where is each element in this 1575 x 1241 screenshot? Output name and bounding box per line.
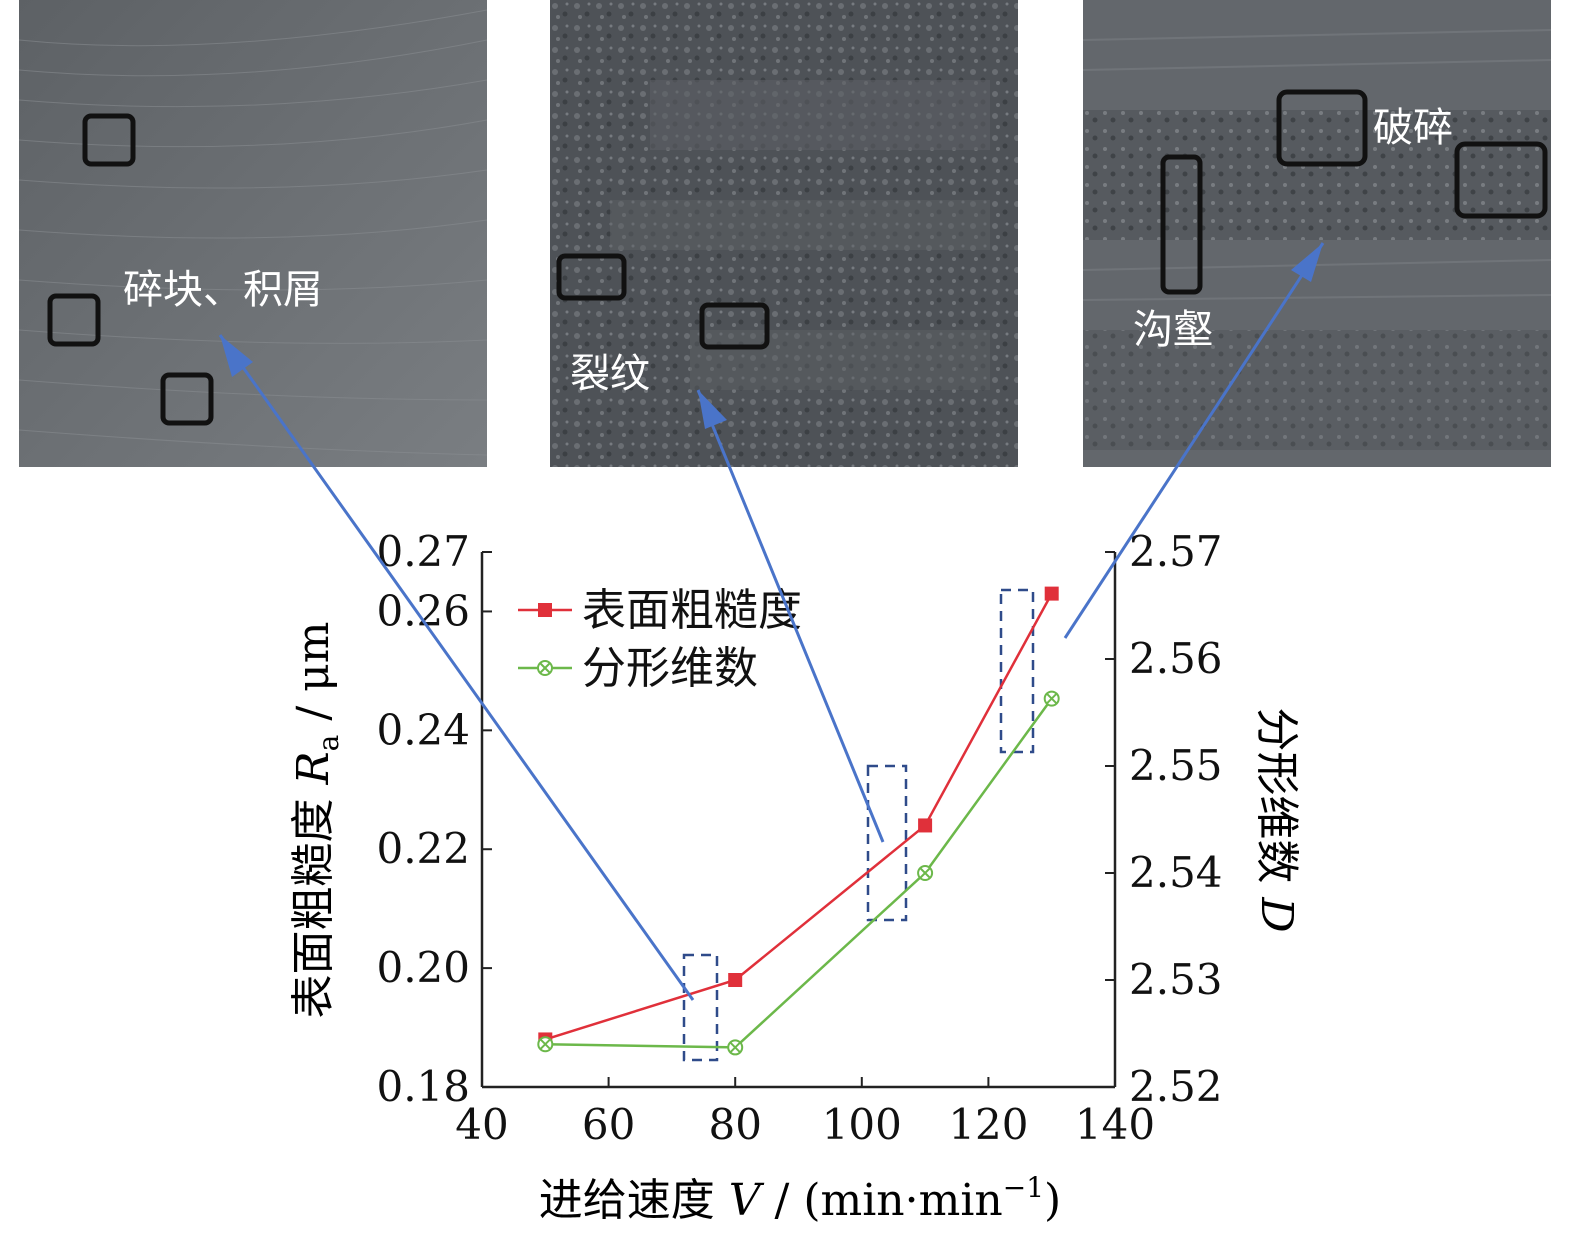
y-left-tick-label: 0.24 (376, 705, 470, 754)
micrograph-high-speed: 破碎 沟壑 (1083, 0, 1551, 467)
micrograph-low-speed-image: 碎块、积屑 (19, 0, 487, 467)
debris-box-3 (160, 372, 214, 426)
x-axis-label: 进给速度 V / (min·min−1) (539, 1171, 1061, 1226)
legend-label-2: 分形维数 (582, 643, 758, 694)
annotation-fracture: 破碎 (1373, 105, 1453, 151)
series-line-2 (545, 697, 1053, 1049)
micrograph-high-speed-image: 破碎 沟壑 (1083, 0, 1551, 467)
series-2-point-2 (727, 1039, 744, 1056)
legend-marker-1 (538, 603, 552, 617)
series-1-point-2 (728, 973, 743, 987)
micrograph-mid-speed: 裂纹 (550, 0, 1018, 467)
y-left-tick-label: 0.18 (376, 1062, 470, 1111)
y-axis-left-label: 表面粗糙度 Ra / μm (288, 622, 345, 1019)
fracture-box-2 (1454, 141, 1548, 219)
series-2-point-4-x2 (1045, 692, 1058, 705)
series-1-point-3 (918, 818, 933, 833)
series-line-1 (544, 593, 1053, 1041)
series-2-point-1-x2 (539, 1038, 552, 1050)
fracture-box-1 (1276, 89, 1368, 167)
y-right-tick-label: 2.53 (1129, 955, 1223, 1004)
highlight-box-3 (999, 588, 1035, 754)
y-left-tick-label: 0.26 (376, 586, 470, 635)
series-2-point-1 (537, 1036, 554, 1053)
series-2-point-3-x2 (919, 867, 931, 879)
x-tick-label: 100 (822, 1100, 902, 1149)
legend-label-1: 表面粗糙度 (582, 585, 802, 636)
series-2-point-3 (917, 865, 934, 881)
y-right-tick-label: 2.56 (1129, 634, 1223, 683)
debris-box-1 (82, 113, 136, 167)
highlight-box-2 (866, 764, 908, 922)
micrograph-mid-speed-image: 裂纹 (550, 0, 1018, 467)
highlight-boxes (682, 588, 1035, 1062)
series-2-point-4 (1043, 690, 1060, 707)
debris-box-2 (47, 293, 101, 347)
x-tick-label: 140 (1075, 1100, 1155, 1149)
annotation-debris: 碎块、积屑 (123, 267, 323, 313)
roughness-fractal-chart: 40 60 80 100 120 140 0.18 0.20 0.22 0.24 0.26 0.27 2… (288, 527, 1302, 1226)
series-1-point-4 (1044, 586, 1059, 601)
y-right-tick-label: 2.52 (1129, 1062, 1223, 1111)
crack-box-1 (556, 253, 627, 301)
annotation-crack: 裂纹 (570, 351, 650, 397)
micrograph-low-speed: 碎块、积屑 (19, 0, 487, 467)
y-right-tick-label: 2.55 (1129, 741, 1223, 790)
legend-marker-2 (537, 660, 553, 676)
highlight-box-1 (682, 953, 719, 1062)
y-axis-right-label: 分形维数 D (1251, 707, 1302, 932)
y-right-tick-label: 2.57 (1129, 527, 1223, 576)
x-tick-label: 60 (582, 1100, 635, 1149)
x-tick-label: 40 (455, 1100, 508, 1149)
annotation-groove: 沟壑 (1133, 307, 1213, 353)
y-right-tick-label: 2.54 (1129, 848, 1223, 897)
series-2-point-2-x2 (729, 1041, 741, 1054)
x-tick-label: 120 (948, 1100, 1028, 1149)
crack-box-2 (699, 302, 770, 350)
y-left-tick-label: 0.20 (376, 943, 470, 992)
y-left-tick-label: 0.27 (376, 527, 470, 576)
x-tick-label: 80 (708, 1100, 761, 1149)
y-left-tick-label: 0.22 (376, 824, 470, 873)
chart-series (537, 586, 1060, 1056)
